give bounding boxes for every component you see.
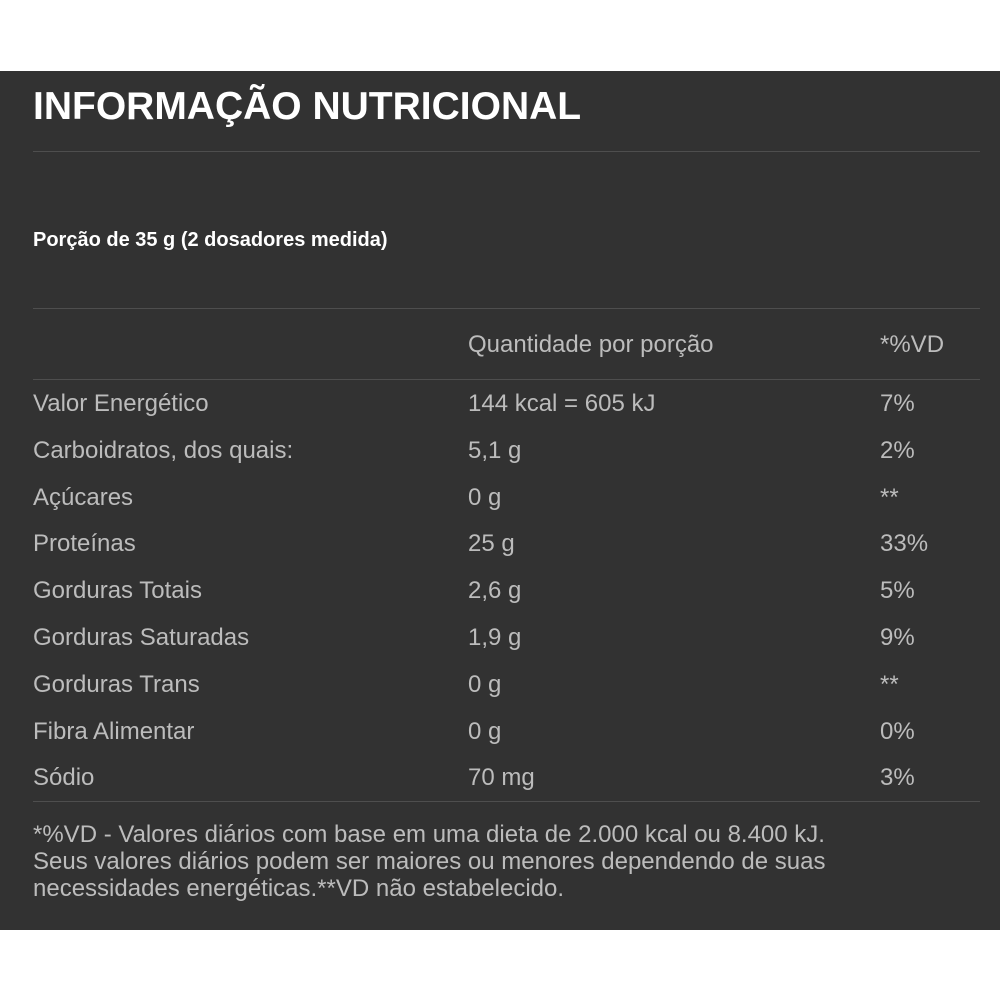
nutrient-amount: 0 g bbox=[468, 484, 502, 511]
nutrient-name: Açúcares bbox=[33, 484, 134, 511]
serving-divider bbox=[33, 308, 980, 309]
nutrient-amount: 70 mg bbox=[468, 764, 535, 791]
nutrient-amount: 0 g bbox=[468, 718, 502, 745]
nutrient-name: Proteínas bbox=[33, 530, 136, 557]
nutrient-dv: ** bbox=[880, 671, 899, 698]
nutrient-amount: 25 g bbox=[468, 530, 515, 557]
nutrition-panel: INFORMAÇÃO NUTRICIONAL Porção de 35 g (2… bbox=[0, 71, 1000, 930]
table-bottom-divider bbox=[33, 801, 980, 802]
header-dv: *%VD bbox=[880, 331, 945, 358]
nutrient-name: Sódio bbox=[33, 764, 95, 791]
header-amount: Quantidade por porção bbox=[468, 331, 714, 358]
nutrient-amount: 2,6 g bbox=[468, 577, 522, 604]
nutrient-dv: 33% bbox=[880, 530, 929, 557]
nutrient-dv: ** bbox=[880, 484, 899, 511]
nutrient-dv: 7% bbox=[880, 390, 915, 417]
nutrient-name: Carboidratos, dos quais: bbox=[33, 437, 294, 464]
nutrient-name: Gorduras Totais bbox=[33, 577, 202, 604]
nutrient-amount: 5,1 g bbox=[468, 437, 522, 464]
footnote-line: necessidades energéticas.**VD não estabe… bbox=[33, 875, 565, 902]
footnote-line: Seus valores diários podem ser maiores o… bbox=[33, 848, 826, 875]
footnote: *%VD - Valores diários com base em uma d… bbox=[33, 821, 963, 902]
header-divider bbox=[33, 379, 980, 380]
nutrient-amount: 144 kcal = 605 kJ bbox=[468, 390, 656, 417]
nutrient-dv: 3% bbox=[880, 764, 915, 791]
nutrient-dv: 0% bbox=[880, 718, 915, 745]
nutrient-dv: 5% bbox=[880, 577, 915, 604]
title-divider bbox=[33, 151, 980, 152]
nutrient-amount: 1,9 g bbox=[468, 624, 522, 651]
nutrient-amount: 0 g bbox=[468, 671, 502, 698]
serving-size: Porção de 35 g (2 dosadores medida) bbox=[33, 229, 388, 251]
page-title: INFORMAÇÃO NUTRICIONAL bbox=[33, 85, 582, 128]
nutrient-name: Valor Energético bbox=[33, 390, 209, 417]
nutrient-name: Gorduras Trans bbox=[33, 671, 200, 698]
nutrient-name: Gorduras Saturadas bbox=[33, 624, 250, 651]
nutrient-dv: 9% bbox=[880, 624, 915, 651]
footnote-line: *%VD - Valores diários com base em uma d… bbox=[33, 821, 825, 848]
nutrient-dv: 2% bbox=[880, 437, 915, 464]
nutrient-name: Fibra Alimentar bbox=[33, 718, 195, 745]
